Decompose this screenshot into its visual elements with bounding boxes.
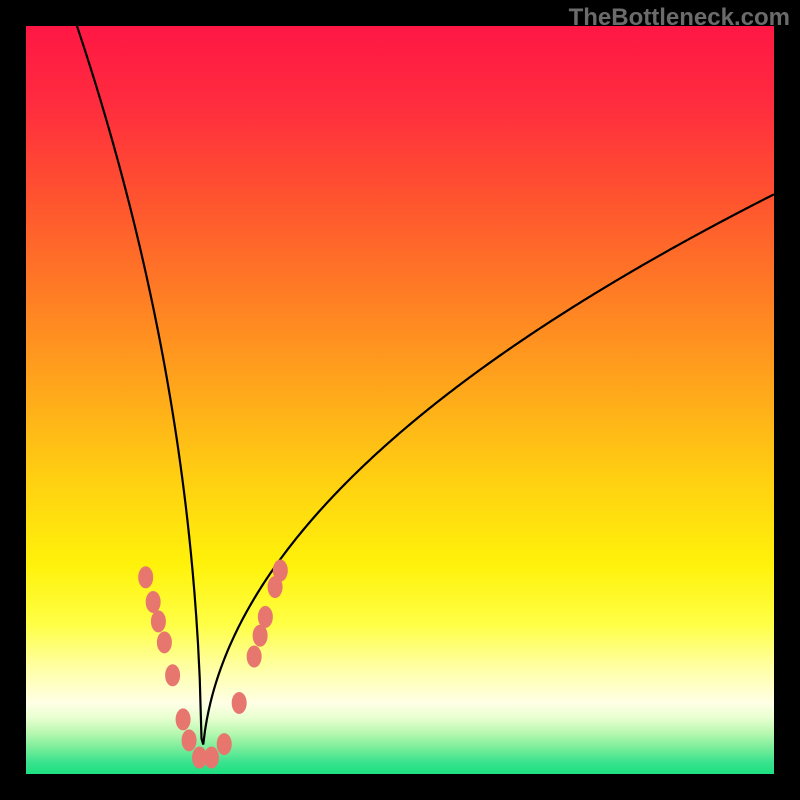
curve-marker (139, 567, 153, 588)
curve-marker (151, 611, 165, 632)
curve-marker (166, 665, 180, 686)
curve-marker (157, 632, 171, 653)
curve-marker (176, 709, 190, 730)
curve-marker (217, 734, 231, 755)
curve-marker (273, 560, 287, 581)
curve-marker (182, 730, 196, 751)
watermark-text: TheBottleneck.com (569, 4, 790, 32)
curve-marker (258, 606, 272, 627)
curve-marker (253, 625, 267, 646)
curve-marker (247, 646, 261, 667)
bottleneck-curve-chart (26, 26, 774, 774)
chart-frame: TheBottleneck.com (0, 0, 800, 800)
curve-marker (146, 591, 160, 612)
curve-marker (232, 692, 246, 713)
gradient-background (26, 26, 774, 774)
curve-marker (205, 747, 219, 768)
